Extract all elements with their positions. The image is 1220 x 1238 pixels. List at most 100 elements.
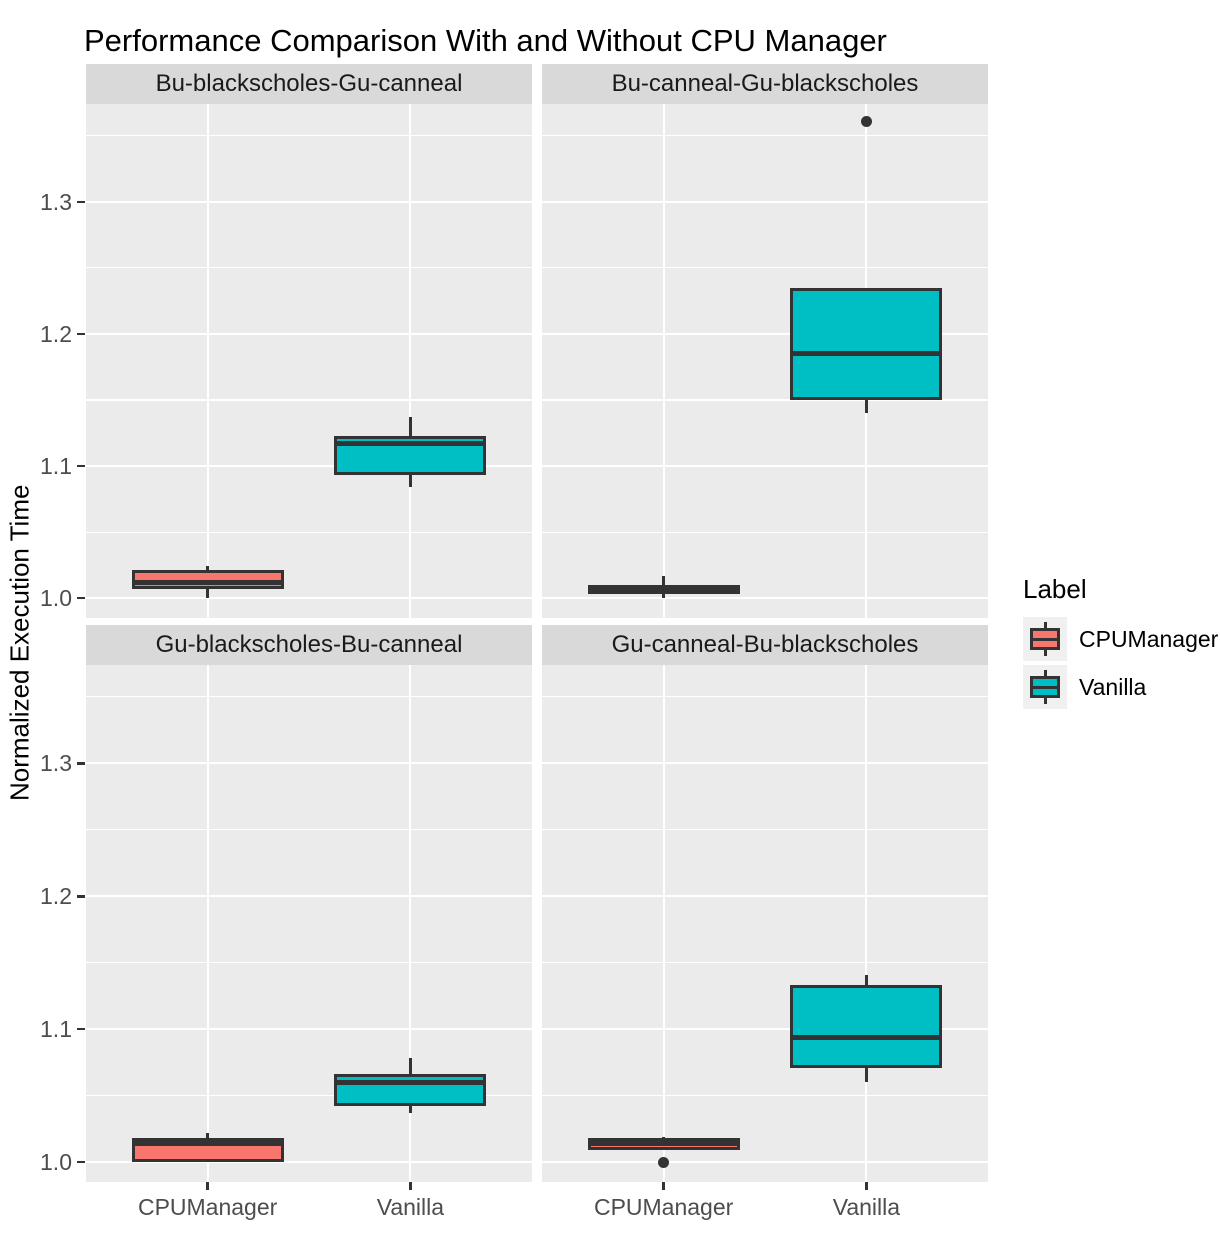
y-tick-mark xyxy=(77,1160,85,1164)
y-tick-mark xyxy=(77,464,85,468)
facet-panel-top-right xyxy=(542,104,988,618)
boxplot-whisker-lower xyxy=(206,588,210,599)
boxplot-whisker-upper xyxy=(408,1058,412,1075)
boxplot-whisker-lower xyxy=(408,475,412,488)
x-tick-label: CPUManager xyxy=(593,1194,734,1220)
gridline-minor xyxy=(542,696,988,698)
gridline-minor xyxy=(542,962,988,964)
gridline-vertical xyxy=(206,104,209,618)
x-tick-mark xyxy=(865,1182,868,1190)
x-tick-label: Vanilla xyxy=(832,1194,901,1220)
boxplot-whisker-upper xyxy=(408,417,412,436)
gridline-minor xyxy=(86,267,532,269)
legend-title: Label xyxy=(1023,574,1087,604)
gridline-major xyxy=(542,762,988,765)
boxplot-whisker-upper xyxy=(662,575,666,585)
facet-strip-bottom-right: Gu-canneal-Bu-blackscholes xyxy=(542,625,988,665)
gridline-vertical xyxy=(865,665,868,1182)
gridline-minor xyxy=(86,696,532,698)
facet-panel-bottom-right xyxy=(542,665,988,1182)
outlier-point xyxy=(860,115,872,127)
legend: Label CPUManager Vanilla xyxy=(1023,574,1218,713)
x-tick-label: Vanilla xyxy=(376,1194,445,1220)
y-tick-mark xyxy=(77,200,85,204)
gridline-minor xyxy=(86,962,532,964)
boxplot-whisker-upper xyxy=(662,1136,666,1139)
legend-item-cpumanager: CPUManager xyxy=(1023,617,1218,661)
gridline-major xyxy=(542,200,988,203)
boxplot-whisker-upper xyxy=(206,566,210,571)
gridline-major xyxy=(542,332,988,335)
boxplot-median xyxy=(793,351,940,357)
gridline-minor xyxy=(542,1095,988,1097)
facet-strip-bottom-left: Gu-blackscholes-Bu-canneal xyxy=(86,625,532,665)
x-tick-mark xyxy=(662,1182,665,1190)
gridline-minor xyxy=(542,829,988,831)
boxplot-median xyxy=(337,441,484,447)
gridline-major xyxy=(86,597,532,600)
gridline-major xyxy=(542,895,988,898)
boxplot-whisker-upper xyxy=(206,1132,210,1139)
gridline-major xyxy=(86,465,532,468)
y-tick-label: 1.1 xyxy=(40,453,72,480)
legend-label: Vanilla xyxy=(1079,673,1147,700)
gridline-major xyxy=(86,200,532,203)
y-tick-label: 1.0 xyxy=(40,1149,72,1176)
gridline-minor xyxy=(86,829,532,831)
legend-label: CPUManager xyxy=(1079,625,1219,652)
y-tick-mark xyxy=(77,1027,85,1031)
y-tick-label: 1.2 xyxy=(40,883,72,910)
y-tick-label: 1.1 xyxy=(40,1016,72,1043)
boxplot-median xyxy=(337,1079,484,1085)
gridline-minor xyxy=(542,399,988,401)
boxplot-whisker-upper xyxy=(864,974,868,986)
facet-panel-top-left xyxy=(86,104,532,618)
gridline-major xyxy=(542,465,988,468)
gridline-major xyxy=(542,597,988,600)
x-tick-label: CPUManager xyxy=(137,1194,278,1220)
x-tick-mark xyxy=(206,1182,209,1190)
facet-strip-top-left: Bu-blackscholes-Gu-canneal xyxy=(86,64,532,104)
boxplot-median xyxy=(134,1140,281,1146)
gridline-minor xyxy=(86,135,532,137)
x-tick-mark xyxy=(409,1182,412,1190)
legend-item-vanilla: Vanilla xyxy=(1023,665,1218,709)
boxplot-median xyxy=(793,1034,940,1040)
glyph-median-line xyxy=(1032,685,1058,689)
gridline-vertical xyxy=(409,665,412,1182)
gridline-minor xyxy=(542,267,988,269)
gridline-major xyxy=(86,332,532,335)
gridline-major xyxy=(86,1161,532,1164)
boxplot-whisker-lower xyxy=(408,1106,412,1113)
gridline-vertical xyxy=(206,665,209,1182)
gridline-major xyxy=(86,762,532,765)
y-tick-mark xyxy=(77,596,85,600)
gridline-vertical xyxy=(662,104,665,618)
y-tick-mark xyxy=(77,895,85,898)
gridline-vertical xyxy=(409,104,412,618)
boxplot-whisker-lower xyxy=(864,399,868,414)
boxplot-box-vanilla xyxy=(790,287,943,400)
gridline-minor xyxy=(542,135,988,137)
plot-title: Performance Comparison With and Without … xyxy=(84,23,887,58)
y-tick-mark xyxy=(77,762,85,765)
boxplot-median xyxy=(134,579,281,585)
gridline-major xyxy=(86,895,532,898)
gridline-major xyxy=(542,1028,988,1031)
boxplot-median xyxy=(590,587,737,593)
y-tick-label: 1.2 xyxy=(40,320,72,347)
boxplot-box-vanilla xyxy=(790,985,943,1068)
y-tick-label: 1.3 xyxy=(40,750,72,777)
legend-key-boxplot-glyph-cpumanager xyxy=(1023,617,1067,661)
gridline-minor xyxy=(542,531,988,533)
gridline-minor xyxy=(86,1095,532,1097)
gridline-minor xyxy=(86,399,532,401)
y-tick-label: 1.0 xyxy=(40,585,72,612)
glyph-median-line xyxy=(1032,637,1058,641)
gridline-minor xyxy=(86,531,532,533)
boxplot-box-vanilla xyxy=(334,1074,487,1107)
y-tick-mark xyxy=(77,332,85,336)
y-tick-label: 1.3 xyxy=(40,188,72,215)
gridline-vertical xyxy=(662,665,665,1182)
